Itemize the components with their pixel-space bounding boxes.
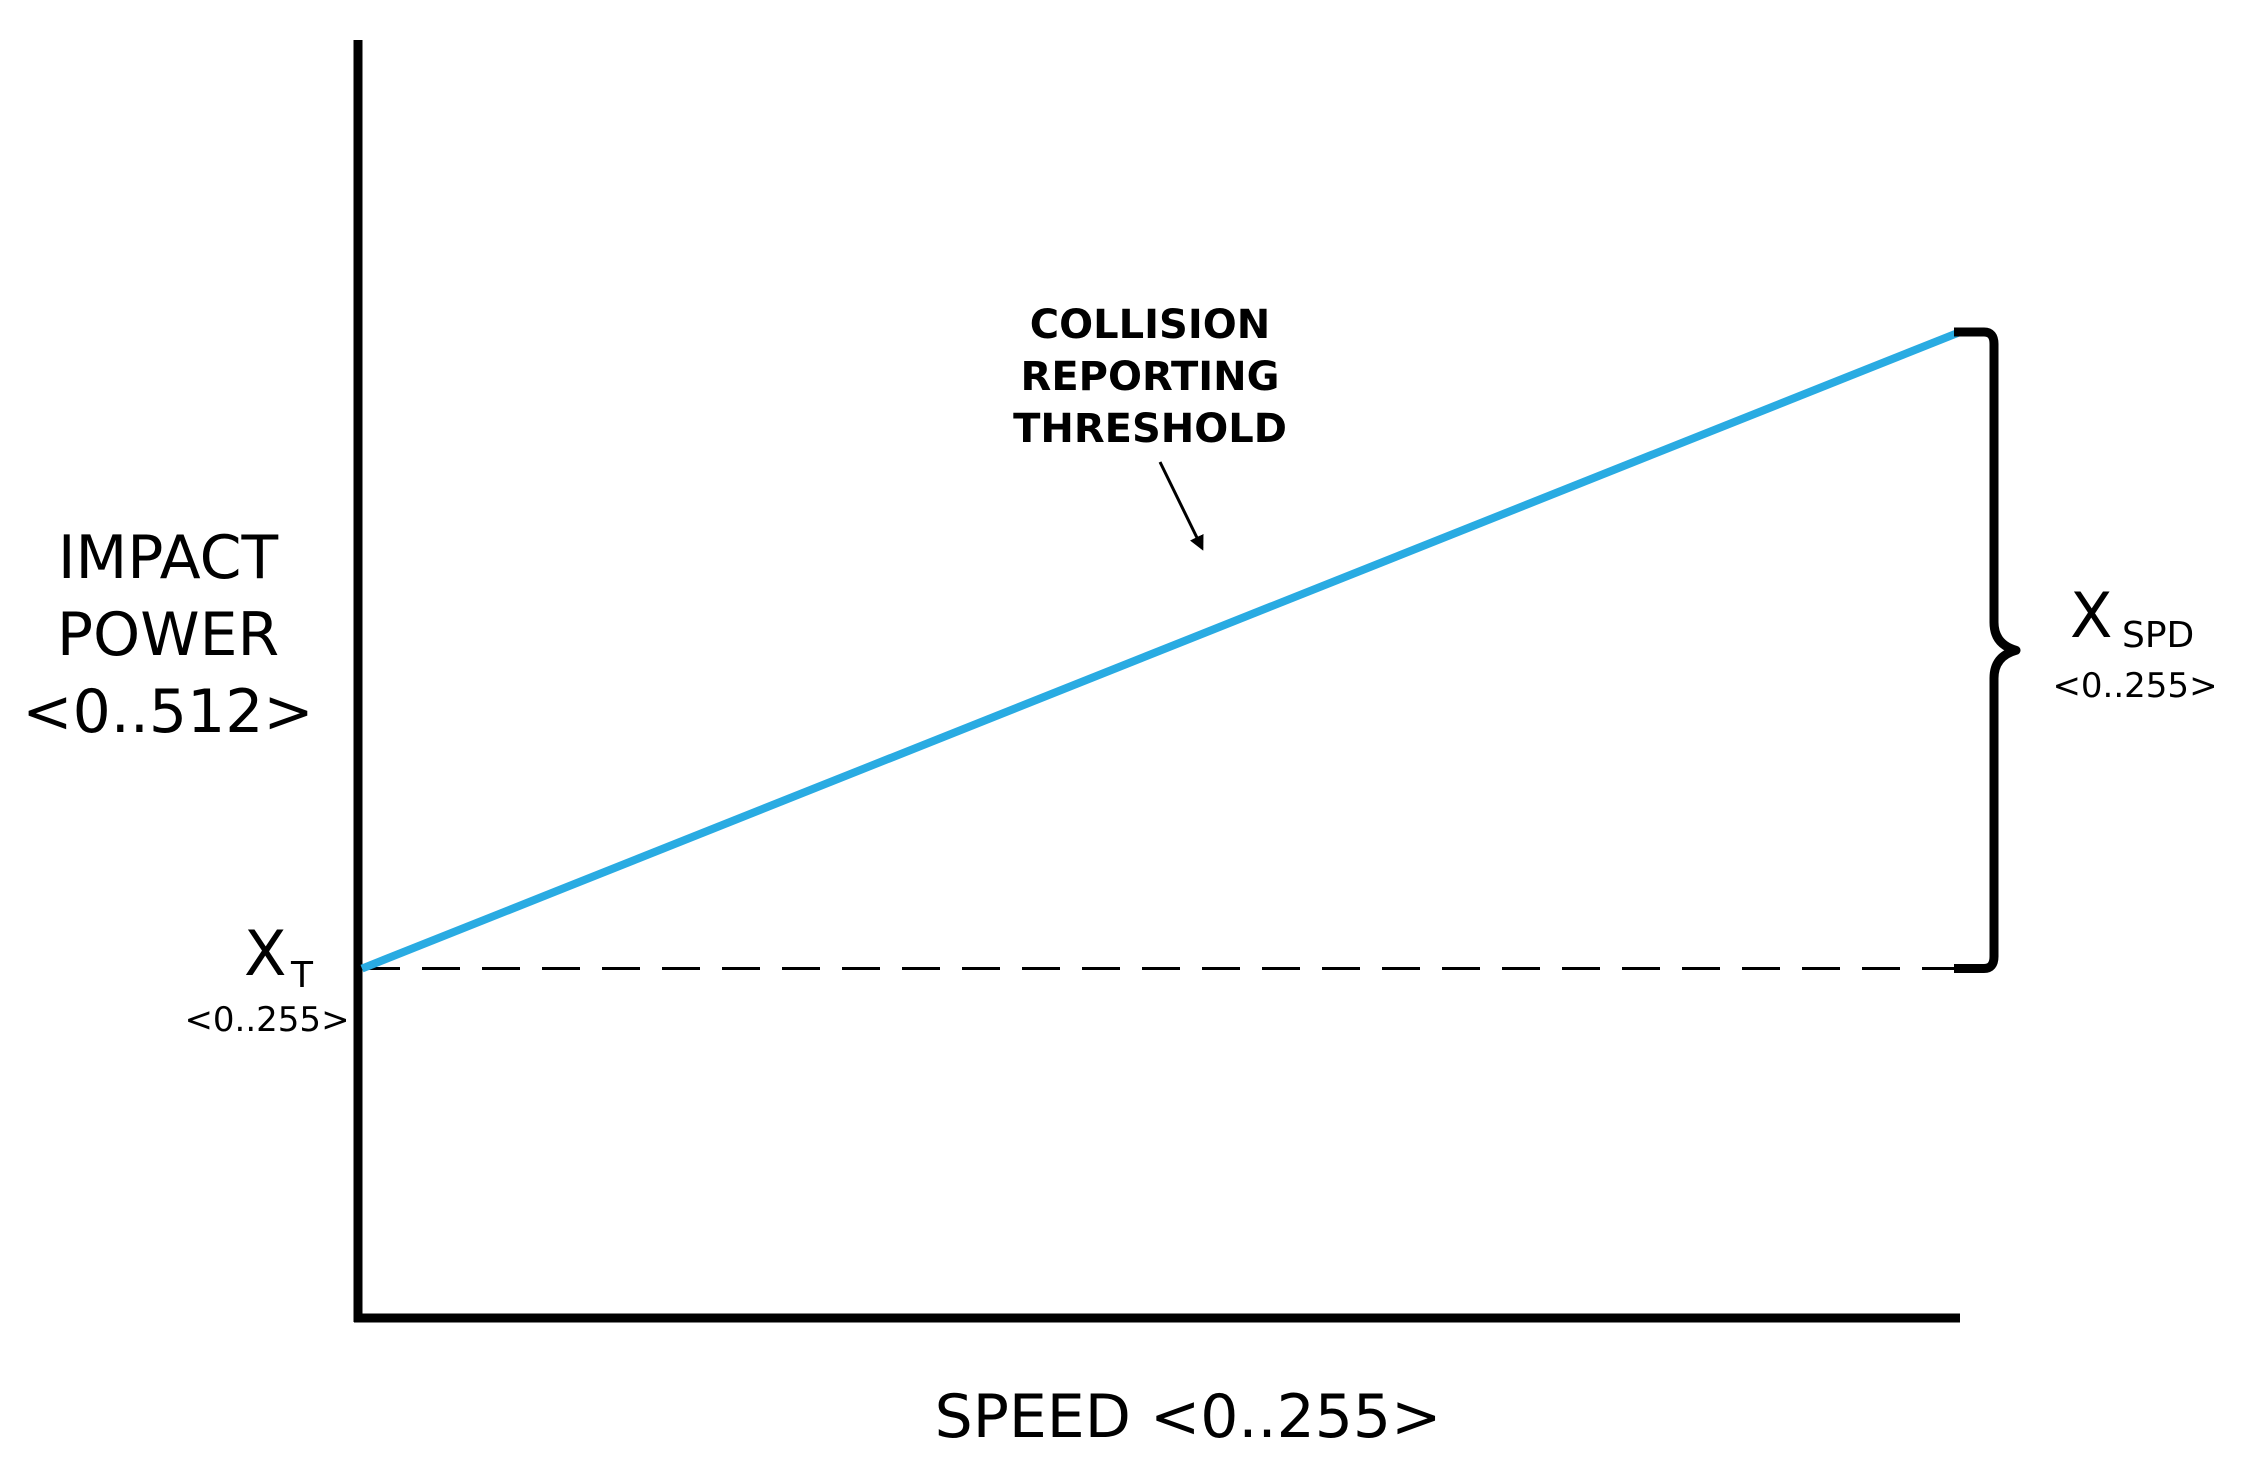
xt-subscript: T xyxy=(290,955,314,996)
annotation-line2: REPORTING xyxy=(1021,354,1280,400)
y-axis-title-line1: IMPACT xyxy=(58,523,279,593)
x-axis-title: SPEED <0..255> xyxy=(935,1382,1442,1452)
y-axis-title-line2: POWER xyxy=(57,600,279,670)
annotation-line3: THRESHOLD xyxy=(1013,406,1287,452)
spd-brace xyxy=(1954,327,2021,974)
annotation-arrow xyxy=(1158,461,1204,551)
y-axis-title-line3: <0..512> xyxy=(22,677,313,747)
xt-label: X xyxy=(244,917,286,990)
xt-range: <0..255> xyxy=(184,1000,349,1040)
xspd-subscript: SPD xyxy=(2122,615,2194,656)
annotation-line1: COLLISION xyxy=(1030,302,1270,348)
series-line xyxy=(360,328,1962,973)
xspd-range: <0..255> xyxy=(2052,666,2217,706)
xspd-label: X xyxy=(2070,579,2112,652)
